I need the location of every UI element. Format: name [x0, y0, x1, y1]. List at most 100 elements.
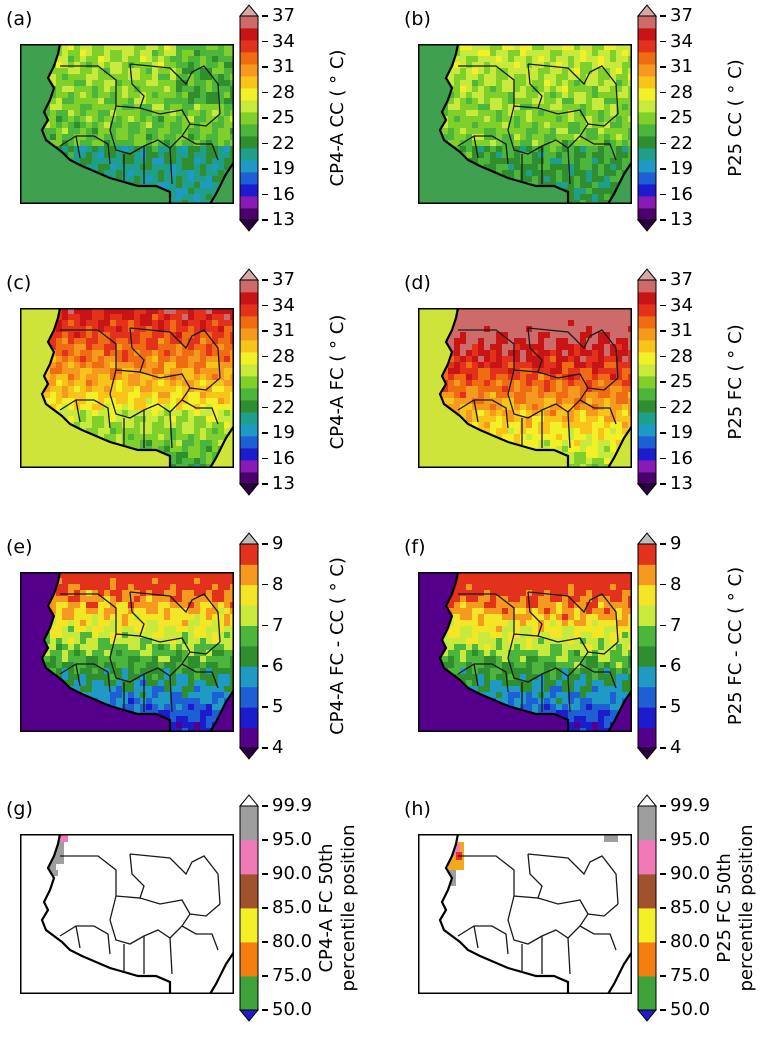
colorbar-tick-label: 34: [272, 295, 295, 317]
colorbar-tick-label: 28: [272, 82, 295, 104]
colorbar: [238, 794, 260, 1022]
map-d: [418, 308, 632, 468]
colorbar-tick-label: 5: [670, 696, 681, 718]
colorbar-segment: [638, 436, 656, 448]
colorbar-tick-label: 22: [670, 397, 693, 419]
colorbar-extend-high: [240, 795, 258, 806]
colorbar-segment: [240, 585, 258, 606]
colorbar-label-line: P25 FC - CC ( ° C): [725, 567, 747, 725]
colorbar-segment: [638, 564, 656, 585]
panel-label: (a): [6, 8, 32, 30]
colorbar-segment: [638, 976, 656, 1010]
colorbar-tick-label: 25: [272, 371, 295, 393]
colorbar-label-line: P25 FC 50th: [714, 824, 736, 991]
colorbar-extend-low: [638, 1010, 656, 1021]
colorbar: [238, 268, 260, 496]
colorbar-tick-label: 8: [670, 574, 681, 596]
colorbar-extend-high: [638, 269, 656, 280]
colorbar-segment: [638, 874, 656, 908]
colorbar-segment: [638, 605, 656, 626]
colorbar-segment: [240, 472, 258, 484]
panel-label: (f): [404, 536, 426, 558]
map-svg: [20, 834, 234, 994]
colorbar-extend-low: [240, 220, 258, 231]
colorbar-segment: [638, 292, 656, 304]
colorbar: [636, 532, 658, 760]
panel-label: (e): [6, 536, 33, 558]
colorbar-segment: [240, 376, 258, 388]
colorbar-tick-label: 22: [670, 133, 693, 155]
colorbar-segment: [240, 316, 258, 328]
colorbar-segment: [240, 196, 258, 208]
colorbar-segment: [240, 388, 258, 400]
map-svg: [20, 308, 234, 468]
map-f: [418, 572, 632, 732]
map-svg: [418, 308, 632, 468]
colorbar-segment: [240, 148, 258, 160]
map-g: [20, 834, 234, 994]
colorbar-segment: [240, 687, 258, 708]
colorbar-extend-high: [240, 533, 258, 544]
colorbar-extend-low: [240, 1010, 258, 1021]
map-b: [418, 44, 632, 204]
colorbar-tick-label: 31: [272, 56, 295, 78]
colorbar-label: P25 CC ( ° C): [698, 4, 763, 232]
colorbar-segment: [638, 40, 656, 52]
colorbar-segment: [240, 448, 258, 460]
colorbar-label-line: CP4-A FC ( ° C): [327, 315, 349, 450]
colorbar-tick-label: 19: [670, 422, 693, 444]
colorbar-segment: [240, 874, 258, 908]
colorbar-segment: [240, 942, 258, 976]
map-c: [20, 308, 234, 468]
colorbar-tick-label: 25: [670, 371, 693, 393]
colorbar-tick-label: 6: [272, 655, 283, 677]
colorbar-extend-low: [240, 748, 258, 759]
colorbar-tick-label: 19: [272, 158, 295, 180]
colorbar-segment: [240, 16, 258, 28]
colorbar-tick-label: 37: [670, 269, 693, 291]
colorbar-tick-label: 25: [670, 107, 693, 129]
colorbar-segment: [240, 707, 258, 728]
colorbar-label: CP4-A FC ( ° C): [300, 268, 376, 496]
colorbar-tick-label: 13: [670, 209, 693, 231]
colorbar-segment: [240, 806, 258, 840]
colorbar-tick-label: 9: [670, 533, 681, 555]
colorbar-tick-label: 34: [272, 31, 295, 53]
map-h: [418, 834, 632, 994]
colorbar-segment: [638, 160, 656, 172]
colorbar-segment: [638, 942, 656, 976]
colorbar-segment: [240, 88, 258, 100]
colorbar-segment: [240, 400, 258, 412]
colorbar-segment: [240, 626, 258, 647]
colorbar-segment: [638, 388, 656, 400]
colorbar-segment: [638, 28, 656, 40]
colorbar: [636, 4, 658, 232]
map-svg: [418, 44, 632, 204]
colorbar-tick-label: 13: [272, 209, 295, 231]
colorbar-segment: [638, 646, 656, 667]
colorbar-tick-label: 31: [670, 56, 693, 78]
panel-label: (d): [404, 272, 431, 294]
colorbar-extend-high: [638, 533, 656, 544]
colorbar-segment: [638, 806, 656, 840]
colorbar-segment: [240, 28, 258, 40]
colorbar-segment: [638, 340, 656, 352]
colorbar-tick-label: 28: [272, 346, 295, 368]
colorbar-label: CP4-A FC - CC ( ° C): [300, 532, 376, 760]
panel-label: (g): [6, 798, 33, 820]
colorbar-extend-high: [638, 795, 656, 806]
colorbar-segment: [240, 412, 258, 424]
colorbar-tick-label: 4: [670, 737, 681, 759]
colorbar-extend-high: [240, 269, 258, 280]
map-svg: [418, 572, 632, 732]
colorbar-tick-label: 4: [272, 737, 283, 759]
panel-label: (c): [6, 272, 31, 294]
colorbar-segment: [240, 328, 258, 340]
colorbar-segment: [240, 364, 258, 376]
colorbar-extend-low: [638, 220, 656, 231]
colorbar-segment: [240, 112, 258, 124]
colorbar-tick-label: 7: [272, 615, 283, 637]
